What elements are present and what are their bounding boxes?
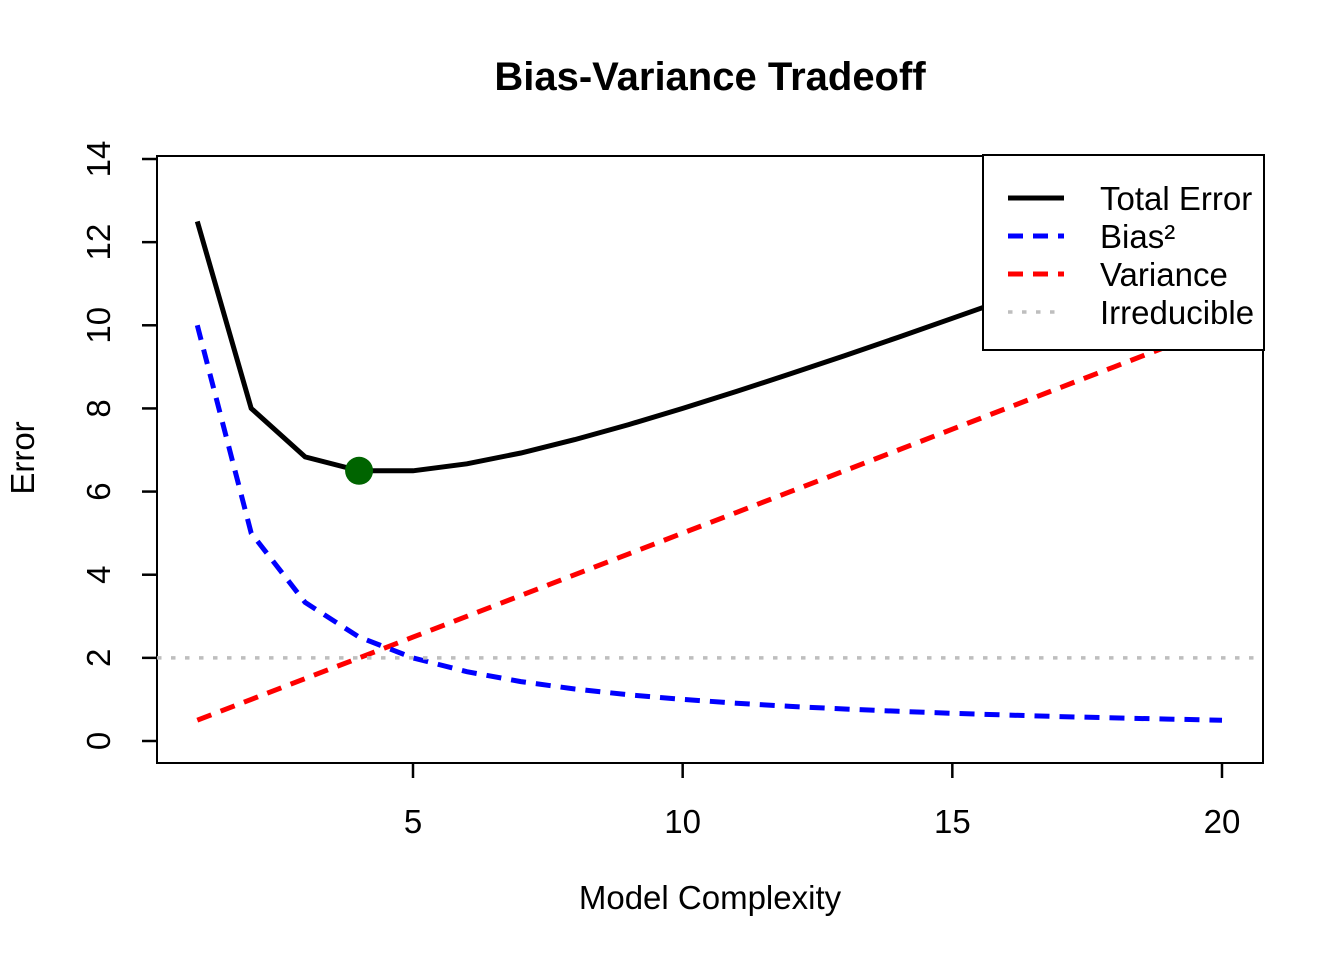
x-tick-label: 15 [934, 803, 971, 840]
y-tick-label: 0 [80, 732, 117, 750]
y-tick-label: 2 [80, 649, 117, 667]
y-tick-label: 4 [80, 566, 117, 584]
y-tick-label: 6 [80, 482, 117, 500]
plot-border [156, 155, 1264, 764]
y-tick-label: 8 [80, 399, 117, 417]
legend-box [982, 154, 1265, 351]
y-tick-label: 14 [80, 141, 117, 178]
x-axis-label: Model Complexity [579, 879, 842, 916]
legend-label-irreducible: Irreducible [1100, 294, 1254, 331]
x-tick-label: 20 [1204, 803, 1241, 840]
x-tick-label: 5 [404, 803, 422, 840]
x-tick-label: 10 [664, 803, 701, 840]
y-axis-label: Error [4, 421, 41, 494]
legend-label-total-error: Total Error [1100, 180, 1252, 217]
chart-title: Bias-Variance Tradeoff [494, 55, 926, 99]
y-tick-label: 10 [80, 307, 117, 344]
legend-label-variance: Variance [1100, 256, 1228, 293]
y-tick-label: 12 [80, 224, 117, 261]
series-variance-line [196, 322, 1223, 723]
legend-label-bias-squared: Bias² [1100, 218, 1175, 255]
series-bias-squared-line [194, 324, 1223, 723]
minimum-error-point [345, 456, 374, 485]
